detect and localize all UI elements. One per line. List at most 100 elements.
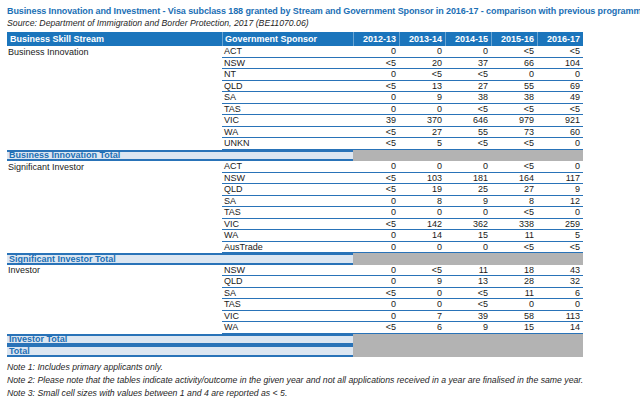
table-row: WA<527557360 (7, 127, 583, 139)
value-cell: <5 (537, 242, 583, 253)
value-cell: 0 (353, 311, 399, 322)
value-cell: 39 (445, 311, 491, 322)
value-cell: 66 (491, 58, 537, 69)
value-cell: 37 (445, 58, 491, 69)
table-body: Business InnovationACT000<5<5NSW<5203766… (7, 46, 583, 357)
table-row: NSW<5103181164117 (7, 173, 583, 185)
stream-cell (7, 115, 222, 127)
value-cell: 27 (399, 127, 445, 138)
value-cell: 0 (353, 299, 399, 310)
value-cell: 0 (445, 46, 491, 57)
table-row: WA<5691514 (7, 322, 583, 334)
sponsor-cell: VIC (222, 115, 353, 126)
sponsor-cell: ACT (222, 46, 353, 57)
table-row: AusTrade000<5<5 (7, 242, 583, 254)
value-cell: <5 (353, 322, 399, 333)
value-cell: 0 (537, 299, 583, 310)
value-cell: <5 (491, 207, 537, 218)
value-cell: <5 (353, 138, 399, 149)
value-cell: <5 (445, 138, 491, 149)
stream-cell (7, 230, 222, 242)
stream-cell (7, 69, 222, 81)
row-values: NSW<5203766104 (222, 58, 583, 70)
sponsor-cell: NT (222, 69, 353, 80)
value-cell: 15 (491, 322, 537, 333)
value-cell: <5 (353, 127, 399, 138)
value-cell: <5 (491, 104, 537, 115)
table-row: SA<50<5116 (7, 288, 583, 300)
table-row: TAS00<500 (7, 299, 583, 311)
table-row: UNKN<55<5<50 (7, 138, 583, 150)
row-values: WA<5691514 (222, 322, 583, 334)
value-cell: 362 (445, 219, 491, 230)
value-cell: <5 (491, 138, 537, 149)
row-values: TAS000<50 (222, 207, 583, 219)
value-cell: <5 (445, 288, 491, 299)
value-cell: 370 (399, 115, 445, 126)
value-cell: 60 (537, 127, 583, 138)
value-cell: 181 (445, 173, 491, 184)
sponsor-cell: AusTrade (222, 242, 353, 253)
group-total-row-label: Significant Investor Total (7, 253, 353, 265)
header-year-2012-13: 2012-13 (353, 32, 399, 46)
row-values: VIC073958113 (222, 311, 583, 323)
value-cell: 921 (537, 115, 583, 126)
value-cell: 0 (399, 104, 445, 115)
value-cell: 0 (399, 46, 445, 57)
value-cell: 0 (399, 288, 445, 299)
value-cell: 142 (399, 219, 445, 230)
row-values: QLD<51925279 (222, 184, 583, 196)
table-row: NSW<5203766104 (7, 58, 583, 70)
grand-total-row-values (353, 345, 583, 357)
note-1: Note 1: Includes primary applicants only… (7, 361, 640, 374)
value-cell: 18 (491, 265, 537, 276)
row-values: AusTrade000<5<5 (222, 242, 583, 254)
value-cell: <5 (445, 69, 491, 80)
value-cell: 27 (491, 184, 537, 195)
group-total-row-values (353, 253, 583, 265)
value-cell: <5 (353, 288, 399, 299)
table-row: InvestorNSW0<5111843 (7, 265, 583, 277)
value-cell: 0 (399, 242, 445, 253)
sponsor-cell: WA (222, 322, 353, 333)
value-cell: 9 (445, 196, 491, 207)
value-cell: 15 (445, 230, 491, 241)
value-cell: 28 (491, 276, 537, 287)
sponsor-cell: QLD (222, 81, 353, 92)
grand-total-row: Total (7, 345, 583, 357)
row-values: NSW<5103181164117 (222, 173, 583, 185)
value-cell: 6 (399, 322, 445, 333)
value-cell: 25 (445, 184, 491, 195)
row-values: QLD09132832 (222, 276, 583, 288)
sponsor-cell: NSW (222, 265, 353, 276)
value-cell: 5 (537, 230, 583, 241)
value-cell: 38 (445, 92, 491, 103)
group-total-row-values (353, 334, 583, 346)
value-cell: 0 (537, 207, 583, 218)
sponsor-cell: UNKN (222, 138, 353, 149)
value-cell: <5 (399, 265, 445, 276)
value-cell: 39 (353, 115, 399, 126)
value-cell: <5 (491, 242, 537, 253)
stream-cell (7, 81, 222, 93)
value-cell: 58 (491, 311, 537, 322)
value-cell: 0 (353, 104, 399, 115)
row-values: WA01415115 (222, 230, 583, 242)
value-cell: <5 (353, 81, 399, 92)
value-cell: 9 (537, 184, 583, 195)
report-page: Business Innovation and Investment - Vis… (0, 0, 640, 407)
sponsor-cell: SA (222, 92, 353, 103)
stream-cell (7, 288, 222, 300)
value-cell: 0 (399, 161, 445, 172)
value-cell: 0 (445, 207, 491, 218)
stream-cell (7, 219, 222, 231)
table-row: TAS00<5<5<5 (7, 104, 583, 116)
value-cell: 32 (537, 276, 583, 287)
value-cell: 0 (399, 299, 445, 310)
value-cell: 0 (537, 161, 583, 172)
value-cell: 113 (537, 311, 583, 322)
group-total-row: Business Innovation Total (7, 150, 583, 162)
value-cell: 0 (445, 242, 491, 253)
value-cell: 0 (353, 92, 399, 103)
value-cell: 117 (537, 173, 583, 184)
